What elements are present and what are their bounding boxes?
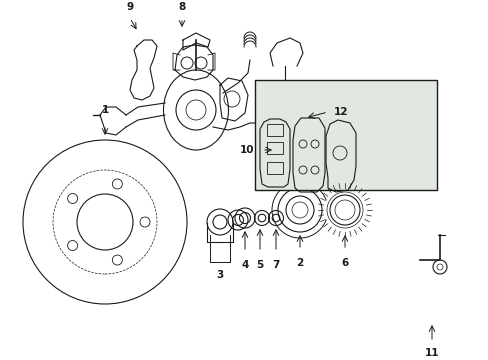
Bar [254,80,436,190]
Text: 12: 12 [333,107,348,117]
Bar [266,162,283,174]
Text: 4: 4 [241,260,248,270]
Text: 3: 3 [216,270,223,280]
Text: 8: 8 [178,2,185,12]
Text: 6: 6 [341,258,348,268]
Text: 7: 7 [272,260,279,270]
Text: 9: 9 [126,2,133,12]
Text: 2: 2 [296,258,303,268]
Bar [266,142,283,154]
Bar [266,124,283,136]
Text: 10: 10 [239,145,253,155]
Text: 5: 5 [256,260,263,270]
Text: 1: 1 [101,105,108,115]
Text: 11: 11 [424,348,438,358]
